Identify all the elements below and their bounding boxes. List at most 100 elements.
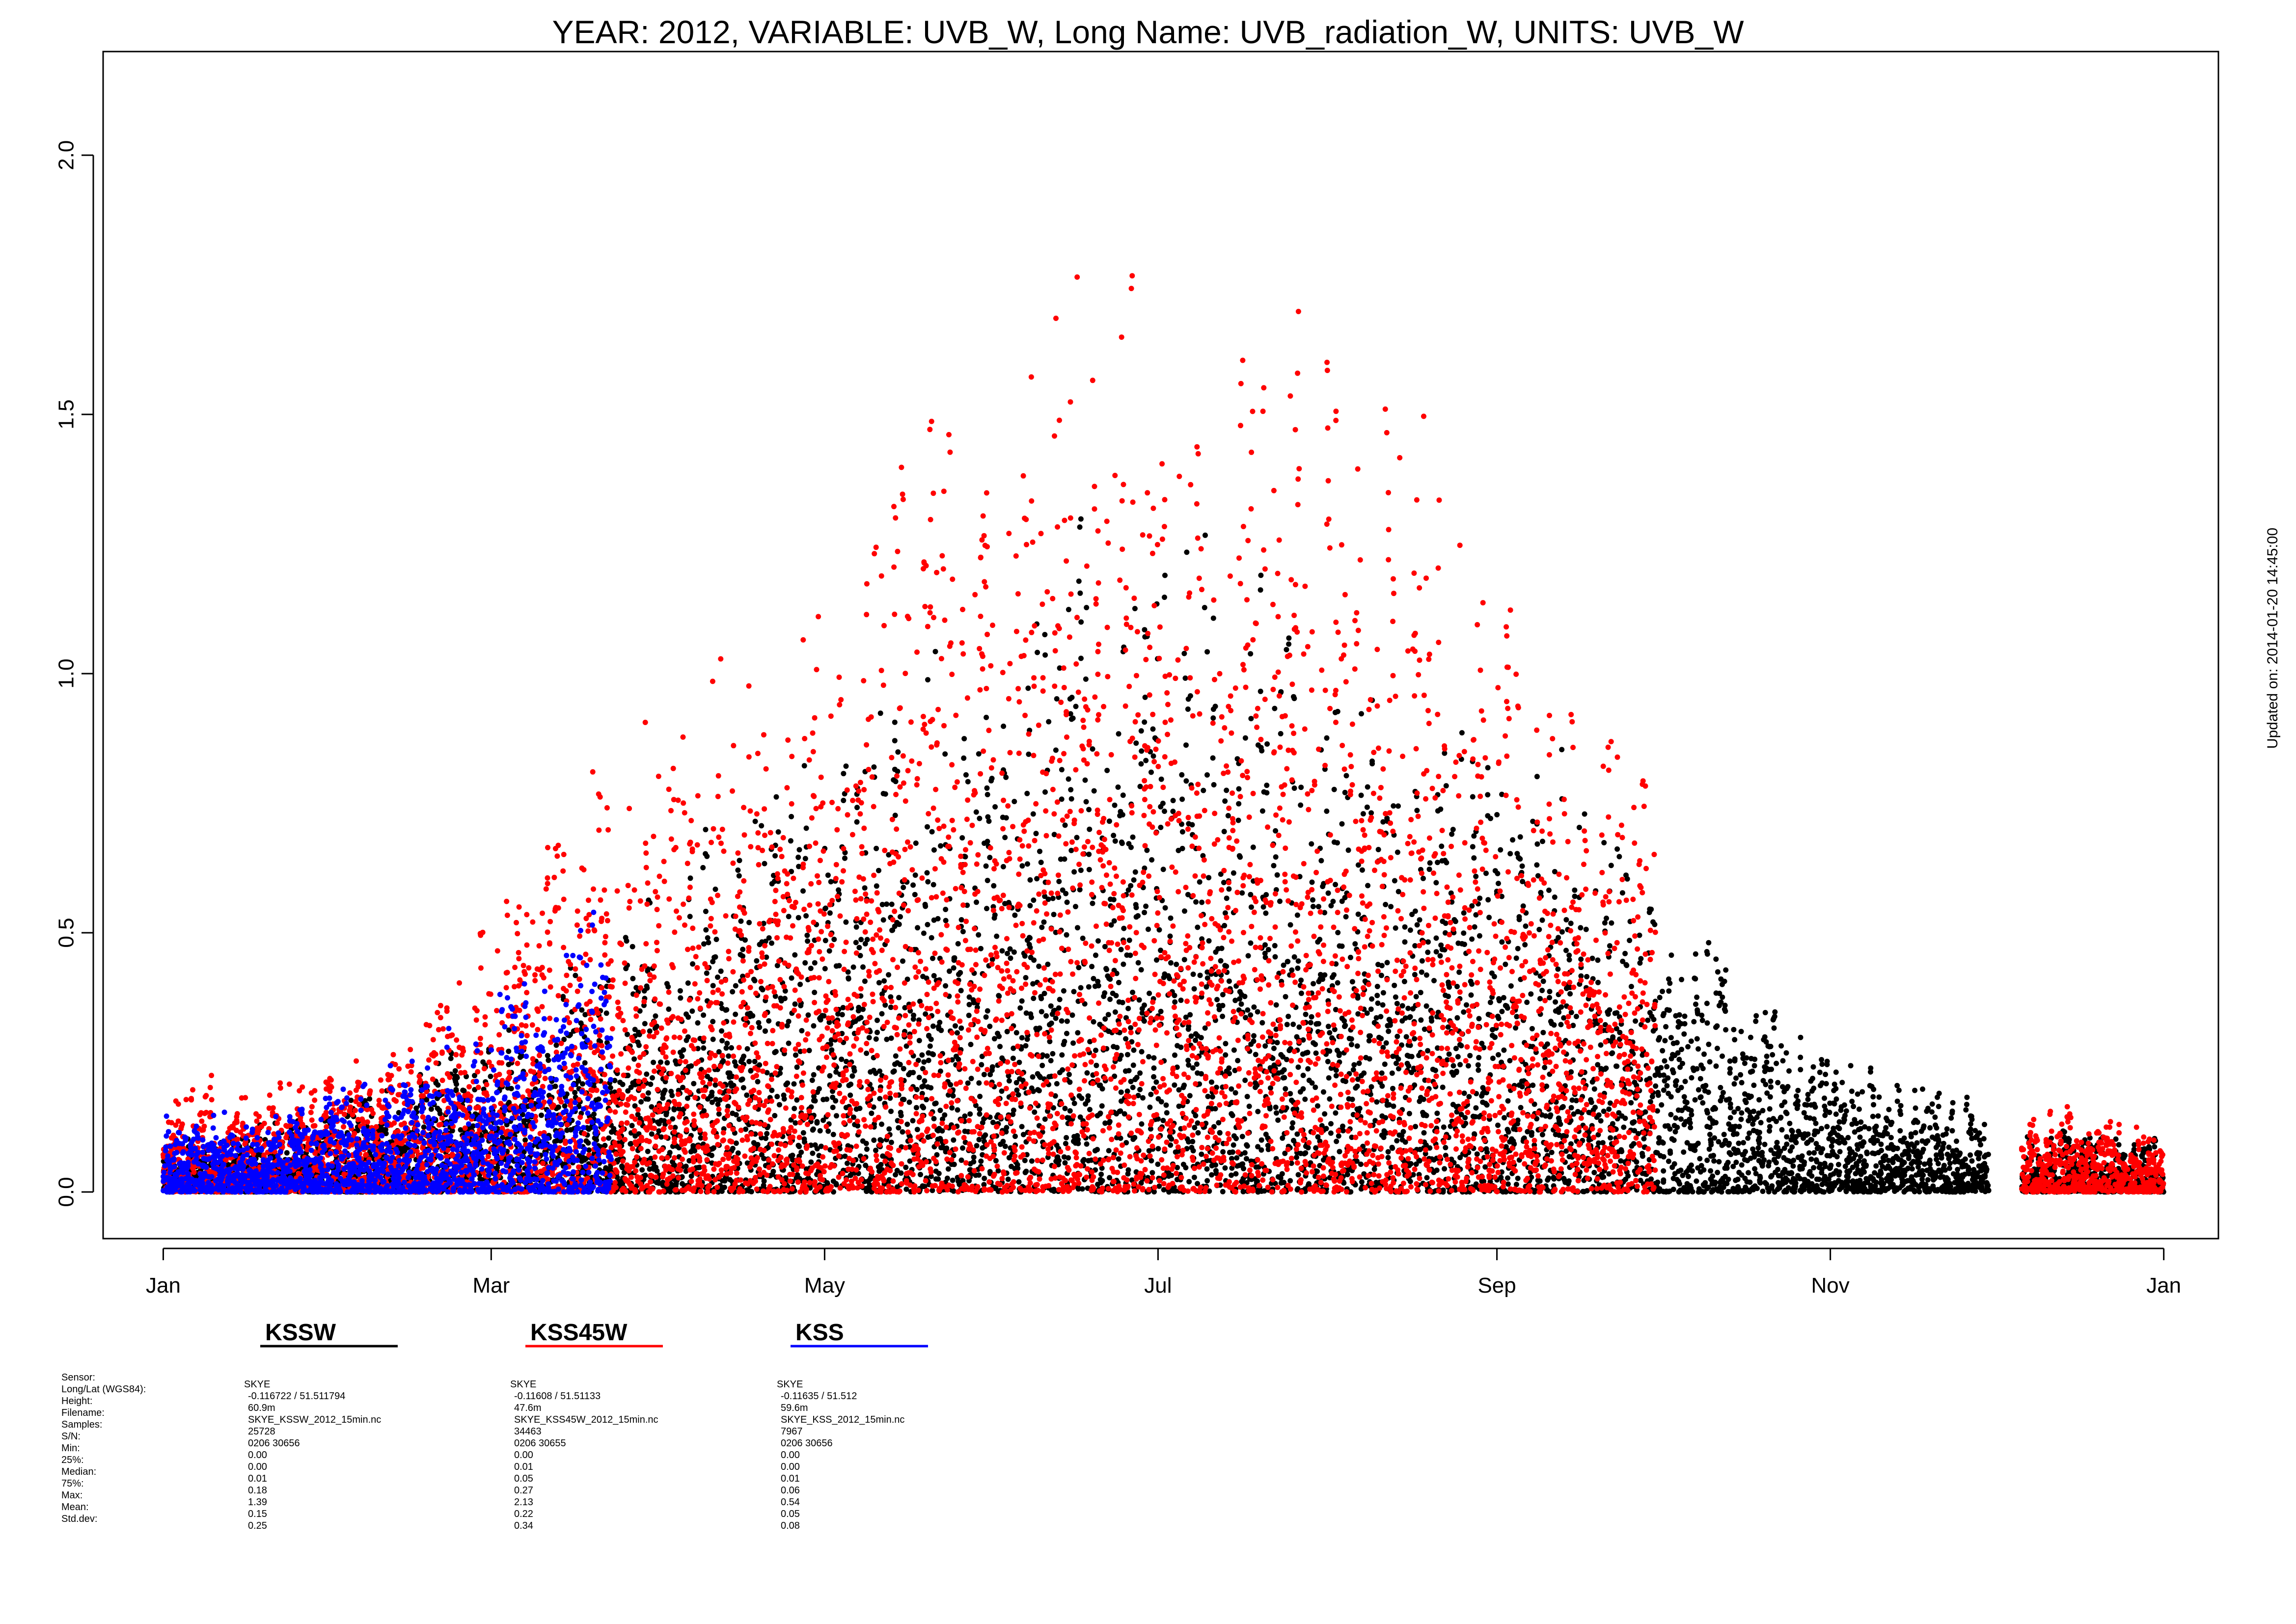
data-point	[1038, 860, 1044, 866]
data-point	[858, 937, 864, 943]
data-point	[1154, 957, 1159, 963]
data-point	[875, 1029, 880, 1035]
data-point	[1078, 619, 1084, 625]
data-point	[1182, 908, 1187, 914]
data-point	[881, 978, 887, 984]
data-point	[788, 838, 793, 844]
data-point	[1158, 824, 1164, 830]
data-point	[860, 964, 866, 970]
data-point	[983, 1014, 989, 1020]
data-point	[552, 1083, 558, 1089]
data-point	[1259, 808, 1265, 814]
data-point	[947, 968, 952, 974]
data-point	[1068, 716, 1074, 722]
data-point	[555, 1104, 561, 1110]
data-point	[1272, 943, 1278, 948]
data-point	[932, 649, 938, 654]
data-point	[508, 1085, 514, 1091]
data-point	[877, 1068, 883, 1074]
data-point	[873, 1147, 878, 1153]
data-point	[1229, 1086, 1234, 1092]
data-point	[1198, 1071, 1204, 1077]
data-point	[1125, 1052, 1130, 1057]
data-point	[827, 910, 833, 916]
data-point	[1075, 1030, 1081, 1036]
data-point	[953, 1023, 958, 1029]
data-point	[1136, 997, 1142, 1003]
data-point	[770, 1168, 776, 1174]
data-point	[1202, 605, 1207, 611]
data-point	[620, 1164, 626, 1170]
data-point	[888, 994, 894, 1000]
data-point	[898, 1110, 903, 1115]
data-point	[1239, 1134, 1245, 1139]
data-point	[886, 972, 892, 978]
data-point	[812, 990, 818, 995]
data-point	[742, 937, 748, 943]
data-point	[709, 1153, 714, 1158]
data-point	[1294, 1155, 1299, 1160]
data-point	[1248, 1012, 1254, 1018]
data-point	[1035, 1087, 1041, 1093]
data-point	[1179, 796, 1185, 802]
data-point	[1120, 792, 1126, 798]
data-point	[653, 1013, 658, 1019]
data-point	[1315, 1103, 1320, 1109]
data-point	[625, 1073, 631, 1079]
data-point	[1262, 942, 1268, 948]
data-point	[1102, 1016, 1108, 1022]
data-point	[454, 1082, 459, 1087]
data-point	[1179, 829, 1185, 835]
data-point	[892, 738, 898, 744]
data-point	[1294, 912, 1300, 918]
data-point	[1204, 649, 1210, 655]
data-point	[841, 771, 847, 777]
data-point	[1187, 693, 1193, 699]
data-point	[1138, 728, 1144, 734]
data-point	[635, 1111, 641, 1117]
data-point	[935, 916, 941, 921]
data-point	[1114, 1045, 1120, 1051]
data-point	[874, 883, 879, 889]
data-point	[1244, 1143, 1250, 1149]
data-point	[1323, 1126, 1329, 1132]
data-point	[1211, 782, 1217, 787]
data-point	[1290, 1120, 1296, 1126]
data-point	[834, 1113, 839, 1119]
data-point	[1138, 761, 1144, 767]
data-point	[1311, 981, 1316, 987]
data-point	[1364, 804, 1370, 810]
data-point	[284, 1150, 290, 1156]
data-point	[1265, 947, 1271, 952]
data-point	[738, 918, 744, 924]
data-point	[1368, 1006, 1374, 1012]
data-point	[1086, 807, 1092, 812]
data-point	[1198, 1035, 1204, 1041]
data-point	[1221, 829, 1227, 835]
data-point	[736, 873, 742, 879]
data-point	[1229, 1172, 1234, 1178]
data-point	[1291, 785, 1297, 791]
data-point	[1148, 1158, 1154, 1164]
data-point	[922, 1078, 928, 1084]
data-point	[898, 1170, 904, 1176]
data-point	[1199, 1151, 1204, 1157]
data-point	[1118, 1053, 1124, 1058]
data-point	[586, 1147, 592, 1153]
data-point	[1099, 1178, 1105, 1184]
data-point	[1061, 988, 1066, 994]
data-point	[735, 867, 741, 873]
data-point	[1273, 828, 1279, 834]
data-point	[1209, 1094, 1215, 1100]
data-point	[792, 952, 798, 958]
data-point	[763, 1136, 768, 1141]
data-point	[916, 1075, 922, 1081]
data-point	[504, 1122, 510, 1128]
data-point	[1078, 655, 1084, 661]
data-point	[1236, 786, 1242, 792]
data-point	[871, 1137, 877, 1143]
data-point	[750, 1013, 756, 1019]
data-point	[1142, 910, 1148, 916]
data-point	[1210, 715, 1216, 721]
data-point	[1064, 1018, 1070, 1024]
